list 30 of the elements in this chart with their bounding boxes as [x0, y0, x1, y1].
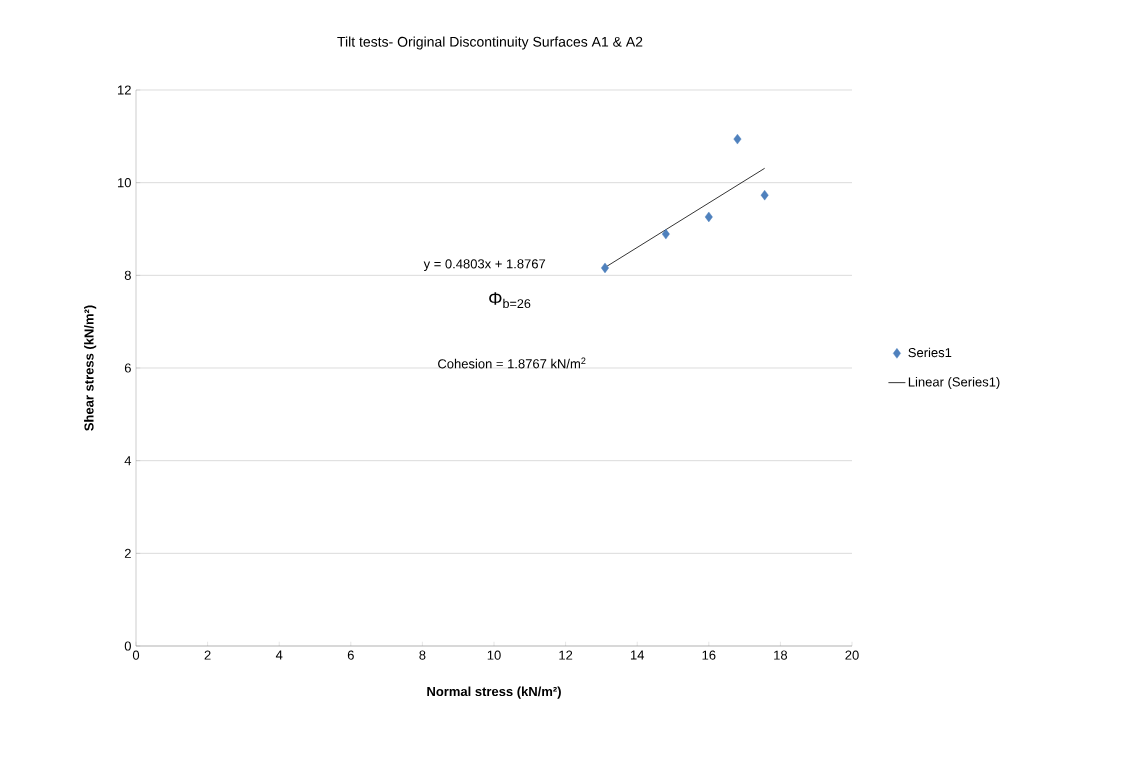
x-tick-label: 10: [487, 650, 501, 660]
x-tick-label: 16: [702, 650, 716, 660]
y-tick-label: 12: [117, 85, 131, 95]
y-tick-label: 10: [117, 178, 131, 188]
x-tick-label: 6: [347, 650, 354, 660]
chart-title: Tilt tests- Original Discontinuity Surfaces A1 & A2: [337, 36, 643, 50]
x-tick-label: 8: [419, 650, 426, 660]
legend-label: Linear (Series1): [908, 376, 1000, 390]
x-axis-title: Normal stress (kN/m²): [427, 686, 561, 699]
annotation: Φ$_{b=26}$: [489, 292, 531, 309]
y-tick-label: 6: [124, 363, 131, 373]
x-tick-label: 18: [774, 650, 788, 660]
y-tick-label: 0: [124, 641, 131, 651]
x-tick-label: 2: [204, 650, 211, 660]
point: [760, 189, 769, 201]
annotation: Cohesion = 1.8767 kN/m$^{2}$: [438, 357, 586, 369]
y-tick-label: 8: [124, 270, 131, 280]
point: [733, 133, 742, 145]
y-axis-title: Shear stress (kN/m²): [84, 305, 97, 431]
annotation: y = 0.4803x + 1.8767: [423, 259, 546, 272]
y-tick-label: 4: [124, 456, 132, 466]
point: [661, 228, 670, 240]
x-tick-label: 20: [845, 650, 859, 660]
legend-label: Series1: [908, 347, 952, 358]
point: [704, 211, 713, 223]
x-tick-label: 14: [630, 650, 645, 660]
x-tick-label: 0: [132, 650, 140, 660]
x-tick-label: 4: [275, 650, 283, 660]
y-tick-label: 2: [124, 548, 131, 558]
x-tick-label: 12: [559, 650, 573, 660]
